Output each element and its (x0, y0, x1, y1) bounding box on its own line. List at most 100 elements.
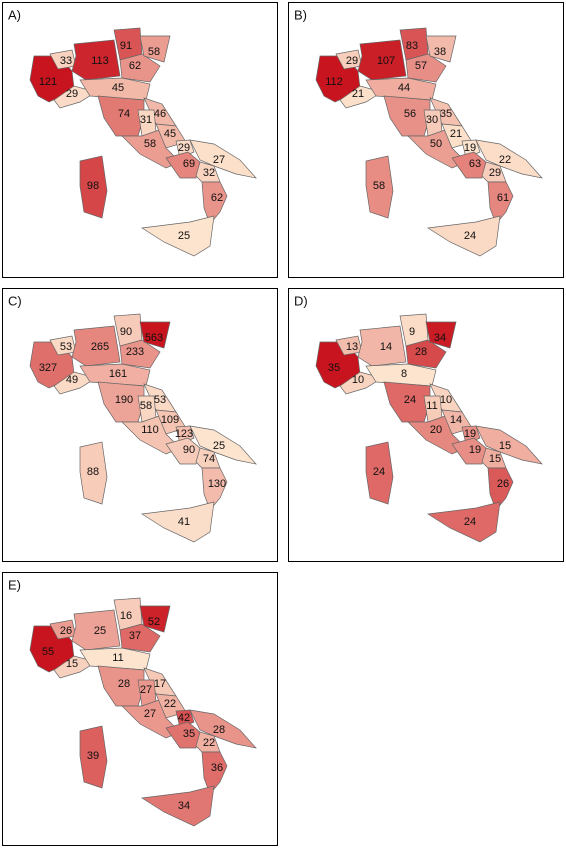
region (53, 655, 97, 679)
region-value: 26 (497, 478, 509, 490)
region-value: 53 (60, 341, 72, 353)
region-value: 11 (112, 652, 123, 664)
region (53, 371, 97, 395)
region (425, 35, 457, 63)
region-value: 130 (208, 478, 226, 490)
region-value: 32 (203, 167, 215, 179)
region (119, 623, 161, 653)
region-value: 8 (401, 368, 407, 380)
region-value: 91 (120, 40, 132, 52)
region-value: 28 (415, 346, 427, 358)
region-value: 27 (140, 684, 152, 696)
region (119, 339, 161, 369)
region-value: 9 (409, 326, 415, 338)
region-value: 20 (430, 424, 442, 436)
region-value: 56 (404, 108, 416, 120)
region (79, 725, 108, 789)
region (201, 181, 228, 225)
region (339, 371, 383, 395)
region-value: 13 (346, 341, 358, 353)
region (189, 709, 257, 749)
region (426, 215, 501, 257)
region-value: 83 (406, 40, 418, 52)
region-value: 29 (66, 88, 78, 100)
region-value: 110 (141, 424, 159, 436)
region-value: 28 (213, 724, 225, 736)
region (121, 415, 181, 455)
region-value: 61 (497, 192, 509, 204)
panel-label: C) (8, 293, 22, 308)
region (140, 501, 215, 543)
region-value: 58 (140, 400, 152, 412)
region-value: 15 (489, 453, 501, 465)
region-value: 107 (377, 55, 395, 67)
region-value: 35 (328, 362, 340, 374)
region-value: 28 (118, 678, 130, 690)
region-value: 35 (440, 108, 452, 120)
panel-label: A) (8, 7, 21, 22)
region-value: 25 (94, 625, 106, 637)
region-value: 44 (398, 82, 410, 94)
region (407, 415, 467, 455)
region (79, 647, 151, 671)
region-value: 24 (404, 394, 416, 406)
region-value: 29 (489, 167, 501, 179)
region-value: 19 (469, 444, 481, 456)
region-value: 33 (60, 55, 72, 67)
region (365, 155, 394, 219)
region (426, 501, 501, 543)
panel-frame (288, 288, 564, 562)
region-value: 30 (426, 114, 438, 126)
region (201, 751, 228, 795)
region-value: 88 (87, 466, 99, 478)
region (79, 77, 151, 101)
panel-frame (2, 2, 278, 278)
region (475, 425, 543, 465)
region (189, 139, 257, 179)
region-value: 24 (373, 466, 385, 478)
region (53, 85, 97, 109)
region-value: 17 (154, 678, 166, 690)
region-value: 50 (430, 138, 442, 150)
region (475, 139, 543, 179)
region-value: 34 (178, 800, 190, 812)
region (201, 467, 228, 511)
region-value: 190 (115, 394, 133, 406)
region-value: 41 (178, 516, 190, 528)
region-value: 113 (91, 55, 109, 67)
region-value: 22 (499, 154, 511, 166)
region-value: 46 (154, 108, 166, 120)
region-value: 121 (39, 76, 57, 88)
region-value: 58 (373, 180, 385, 192)
region (189, 425, 257, 465)
region-value: 14 (380, 341, 392, 353)
region-value: 90 (120, 326, 132, 338)
region-value: 53 (154, 394, 166, 406)
region-value: 16 (120, 610, 132, 622)
panel-label: B) (294, 7, 307, 22)
region (121, 699, 181, 739)
region-value: 58 (148, 46, 160, 58)
region-value: 29 (346, 55, 358, 67)
region (140, 785, 215, 827)
region-value: 38 (434, 46, 446, 58)
region (487, 467, 514, 511)
panel-label: E) (8, 577, 21, 592)
panel-frame (2, 288, 278, 562)
region-value: 22 (164, 698, 176, 710)
region-value: 10 (352, 374, 364, 386)
region (487, 181, 514, 225)
region (121, 129, 181, 169)
region (119, 53, 161, 83)
region (405, 339, 447, 369)
region-value: 15 (66, 658, 78, 670)
